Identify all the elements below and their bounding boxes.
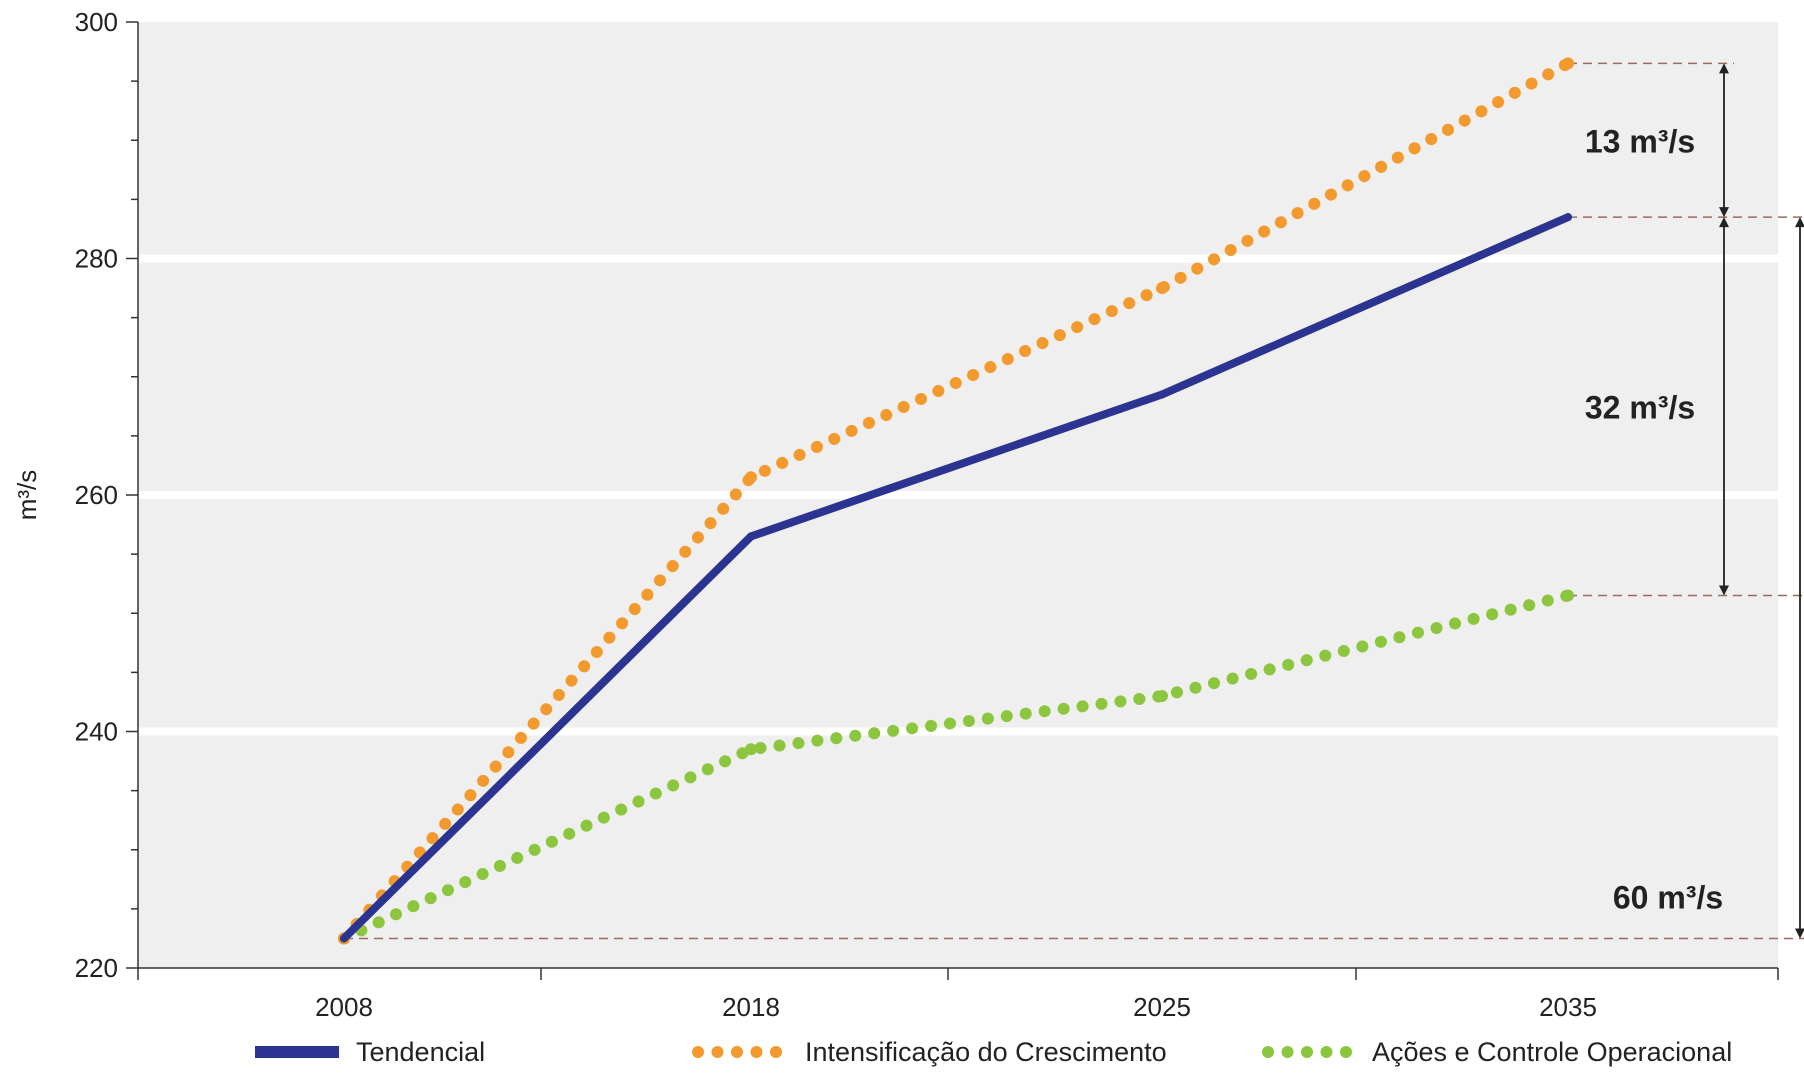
legend-swatch-dot — [1320, 1046, 1333, 1058]
y-tick-label: 300 — [75, 7, 118, 37]
annotation-label: 13 m³/s — [1585, 123, 1695, 159]
data-point — [340, 934, 348, 943]
y-axis-title: m³/s — [12, 470, 42, 521]
data-point — [1562, 589, 1574, 602]
legend-label: Ações e Controle Operacional — [1372, 1037, 1732, 1067]
legend-swatch — [255, 1046, 339, 1058]
x-tick-label: 2035 — [1539, 992, 1597, 1022]
data-point — [745, 471, 757, 484]
legend-label: Tendencial — [356, 1037, 485, 1067]
series-lines — [338, 57, 1574, 945]
legend-swatch-dot — [770, 1046, 782, 1058]
difference-annotations: 13 m³/s 32 m³/s 60 m³/s — [1585, 63, 1804, 939]
arrow-head-down — [1795, 928, 1804, 939]
legend: Tendencial Intensificação do Crescimento A… — [255, 1037, 1732, 1067]
legend-swatch-dot — [1281, 1046, 1294, 1058]
legend-swatch-dot — [750, 1046, 763, 1058]
arrow-head-up — [1719, 217, 1729, 228]
data-point — [1562, 57, 1574, 70]
y-tick-label: 220 — [75, 953, 118, 983]
legend-swatch-dot — [1340, 1046, 1352, 1058]
series-line-1 — [338, 57, 1574, 945]
series-line-2 — [338, 589, 1574, 945]
reference-lines — [344, 62, 1804, 940]
grid-lines — [138, 254, 1778, 736]
data-point — [1156, 282, 1168, 295]
axes: 220 240 260 280 300 2008 2018 2025 2035 — [75, 7, 1779, 1022]
legend-label: Intensificação do Crescimento — [805, 1037, 1167, 1067]
legend-swatch-dot — [1262, 1046, 1274, 1058]
arrow-head-down — [1719, 585, 1729, 596]
legend-swatch-dot — [1301, 1046, 1313, 1058]
data-point — [1156, 690, 1168, 703]
legend-swatch-dot — [731, 1046, 743, 1058]
arrow-head-down — [1719, 207, 1729, 218]
x-tick-label: 2025 — [1133, 992, 1191, 1022]
data-point — [745, 743, 757, 756]
annotation-label: 60 m³/s — [1613, 879, 1723, 915]
annotation-label: 32 m³/s — [1585, 389, 1695, 425]
series-line-0 — [340, 213, 1572, 943]
arrow-head-up — [1719, 63, 1729, 74]
data-point — [747, 532, 755, 541]
legend-swatch-dot — [692, 1046, 704, 1058]
data-point — [1564, 213, 1572, 222]
y-tick-label: 240 — [75, 717, 118, 747]
y-tick-label: 260 — [75, 480, 118, 510]
legend-swatch-dot — [711, 1046, 724, 1058]
data-point — [1158, 390, 1166, 399]
y-tick-label: 280 — [75, 244, 118, 274]
x-tick-label: 2018 — [722, 992, 780, 1022]
x-tick-label: 2008 — [315, 992, 373, 1022]
arrow-head-up — [1795, 217, 1804, 228]
